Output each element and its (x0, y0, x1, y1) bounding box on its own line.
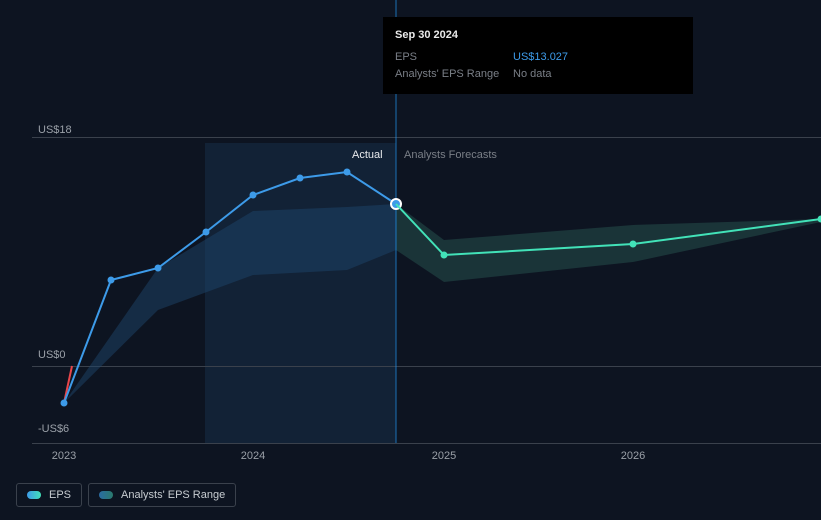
chart-legend: EPS Analysts' EPS Range (16, 483, 236, 507)
tooltip-row: Analysts' EPS RangeNo data (395, 66, 681, 84)
tooltip-label: EPS (395, 49, 513, 67)
x-axis-label: 2026 (621, 450, 645, 462)
legend-swatch (27, 491, 41, 499)
legend-swatch (99, 491, 113, 499)
tooltip-label: Analysts' EPS Range (395, 66, 513, 84)
gridline (32, 443, 821, 444)
legend-item-eps-range[interactable]: Analysts' EPS Range (88, 483, 236, 507)
tooltip-value: No data (513, 66, 552, 84)
tooltip-row: EPSUS$13.027 (395, 49, 681, 67)
x-axis-label: 2023 (52, 450, 76, 462)
x-axis-label: 2025 (432, 450, 456, 462)
actual-region-label: Actual (352, 149, 383, 161)
chart-tooltip: Sep 30 2024 EPSUS$13.027Analysts' EPS Ra… (383, 17, 693, 94)
legend-label: EPS (49, 489, 71, 501)
legend-label: Analysts' EPS Range (121, 489, 225, 501)
forecast-region-label: Analysts Forecasts (404, 149, 497, 161)
x-axis-label: 2024 (241, 450, 265, 462)
legend-item-eps[interactable]: EPS (16, 483, 82, 507)
tooltip-date: Sep 30 2024 (395, 27, 681, 45)
tooltip-value: US$13.027 (513, 49, 568, 67)
